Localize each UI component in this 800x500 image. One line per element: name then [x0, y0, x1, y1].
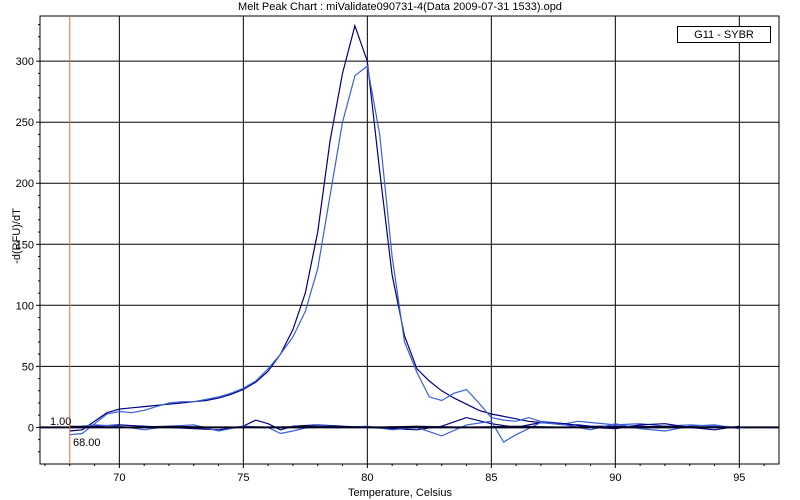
cursor-y-label: 1.00	[50, 416, 72, 428]
x-tick-label: 70	[113, 472, 125, 484]
x-axis-label: Temperature, Celsius	[348, 487, 452, 499]
series-line-2	[69, 64, 740, 436]
legend: G11 - SYBR	[677, 26, 771, 43]
x-tick-label: 85	[485, 472, 497, 484]
x-tick-label: 95	[733, 472, 745, 484]
y-tick-label: 0	[28, 422, 34, 434]
y-axis-label: -d(RFU)/dT	[11, 208, 23, 264]
series-line-4	[69, 420, 740, 443]
plot-frame	[39, 15, 780, 465]
legend-entry: G11 - SYBR	[694, 29, 754, 41]
y-tick-label: 300	[16, 56, 34, 68]
series-line-1	[69, 23, 740, 432]
y-tick-label: 50	[22, 361, 34, 373]
x-tick-label: 90	[609, 472, 621, 484]
y-tick-label: 100	[16, 300, 34, 312]
x-tick-label: 80	[361, 472, 373, 484]
x-tick-label: 75	[237, 472, 249, 484]
y-tick-label: 150	[16, 239, 34, 251]
y-tick-label: 250	[16, 117, 34, 129]
cursor-x-label: 68.00	[73, 437, 101, 449]
chart-title: Melt Peak Chart : miValidate090731-4(Dat…	[238, 1, 562, 13]
y-tick-label: 200	[16, 178, 34, 190]
